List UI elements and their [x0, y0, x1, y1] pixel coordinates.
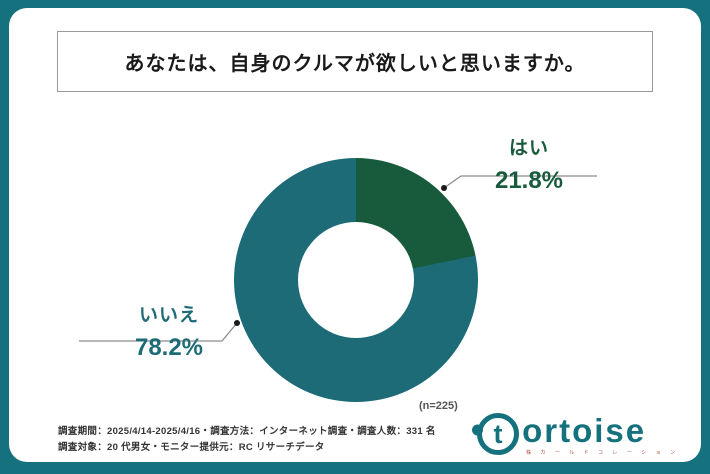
- tortoise-turtle-icon: t: [472, 413, 520, 455]
- question-title: あなたは、自身のクルマが欲しいと思いますか。: [124, 53, 586, 75]
- callout-yes: はい 21.8%: [469, 133, 589, 195]
- logo-subtext: 株 カ ー ル ド コ レ ー シ ョ ン: [526, 450, 679, 456]
- no-value: 78.2%: [134, 334, 204, 361]
- yes-leader-dot: [441, 185, 447, 191]
- footnote-line-2: 調査対象：20 代男女・モニター提供元：RC リサーチデータ: [58, 442, 325, 453]
- footnote-line-1: 調査期間：2025/4/14-2025/4/16・調査方法：インターネット調査・…: [58, 426, 436, 437]
- question-title-box: あなたは、自身のクルマが欲しいと思いますか。: [57, 31, 653, 92]
- sample-size-label: (n=225): [419, 400, 458, 412]
- yes-label: はい: [508, 138, 549, 159]
- no-leader-dot: [234, 320, 240, 326]
- survey-footnote: 調査期間：2025/4/14-2025/4/16・調査方法：インターネット調査・…: [58, 424, 436, 456]
- tortoise-logo: t ortoise 株 カ ー ル ド コ レ ー シ ョ ン: [471, 410, 679, 460]
- content-canvas: あなたは、自身のクルマが欲しいと思いますか。 はい 21.8% いいえ 78.2…: [9, 8, 701, 462]
- logo-icon-letter: t: [494, 419, 503, 449]
- donut-hole: [298, 222, 414, 338]
- donut-chart: [234, 158, 478, 402]
- no-label: いいえ: [138, 305, 199, 326]
- callout-no: いいえ 78.2%: [109, 300, 229, 362]
- yes-value: 21.8%: [494, 167, 564, 194]
- logo-wordmark: ortoise: [522, 412, 647, 449]
